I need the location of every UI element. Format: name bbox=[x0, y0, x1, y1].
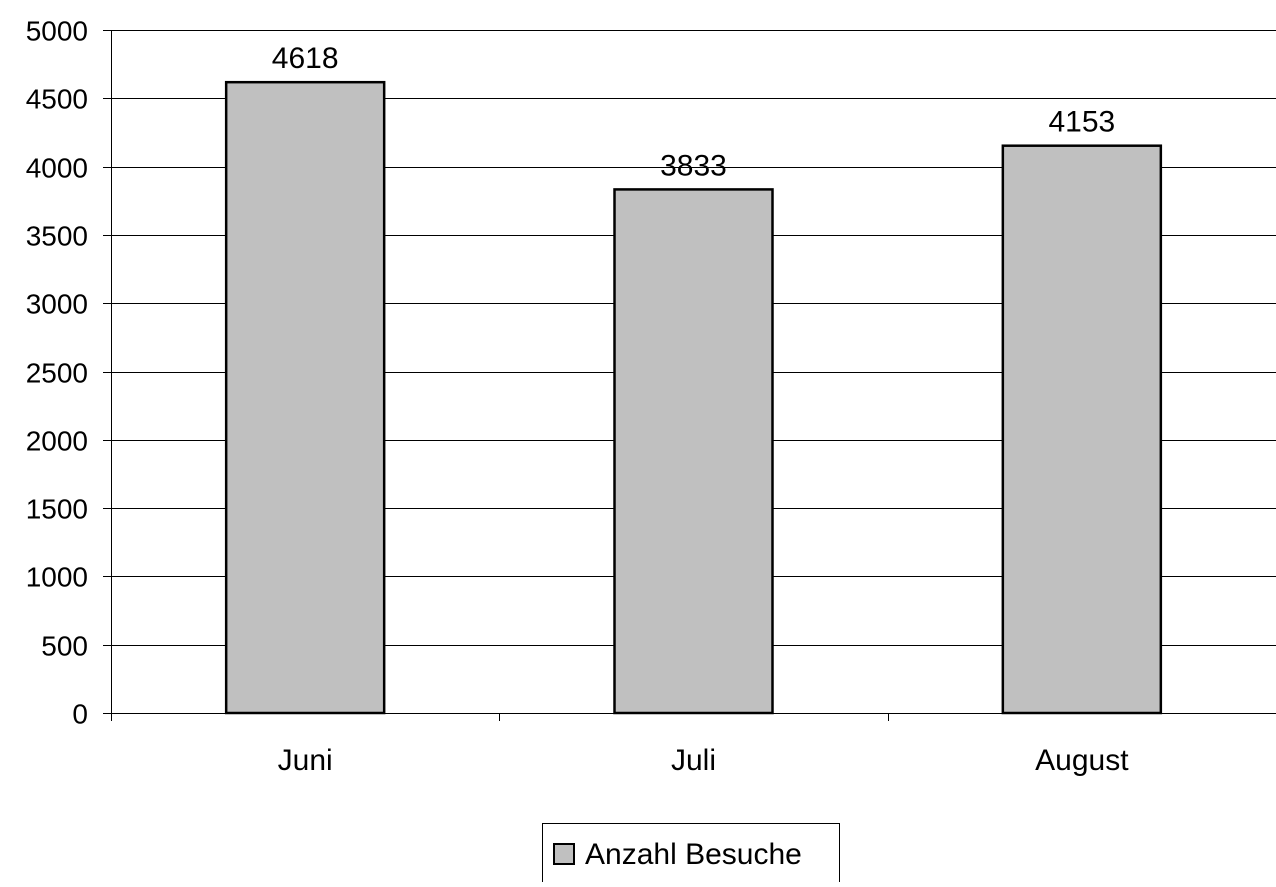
x-category-label: Juni bbox=[278, 744, 333, 777]
bars bbox=[224, 80, 1163, 715]
legend: Anzahl Besuche bbox=[542, 823, 840, 887]
y-tick-label: 1000 bbox=[26, 562, 88, 593]
data-label: 4618 bbox=[272, 42, 339, 75]
legend-box bbox=[542, 823, 840, 887]
data-label: 4153 bbox=[1048, 106, 1115, 139]
y-tick-label: 3500 bbox=[26, 221, 88, 252]
x-category-label: Juli bbox=[671, 744, 716, 777]
bar-juli bbox=[613, 188, 774, 715]
labels: 0 500 1000 1500 2000 2500 3000 3500 4000 4500 5000… bbox=[26, 16, 1129, 778]
y-tick-label: 4500 bbox=[26, 84, 88, 115]
bar-august bbox=[1001, 144, 1163, 715]
y-tick-label: 3000 bbox=[26, 289, 88, 320]
y-tick-label: 0 bbox=[72, 699, 88, 730]
y-tick-label: 2500 bbox=[26, 358, 88, 389]
y-tick-label: 4000 bbox=[26, 153, 88, 184]
x-category-label: August bbox=[1035, 744, 1129, 777]
bar-juni bbox=[224, 80, 386, 715]
y-tick-label: 1500 bbox=[26, 494, 88, 525]
legend-label: Anzahl Besuche bbox=[585, 838, 802, 871]
data-label: 3833 bbox=[660, 149, 727, 182]
y-tick-label: 5000 bbox=[26, 16, 88, 47]
legend-swatch bbox=[553, 843, 575, 865]
y-tick-label: 2000 bbox=[26, 426, 88, 457]
y-tick-label: 500 bbox=[41, 631, 88, 662]
